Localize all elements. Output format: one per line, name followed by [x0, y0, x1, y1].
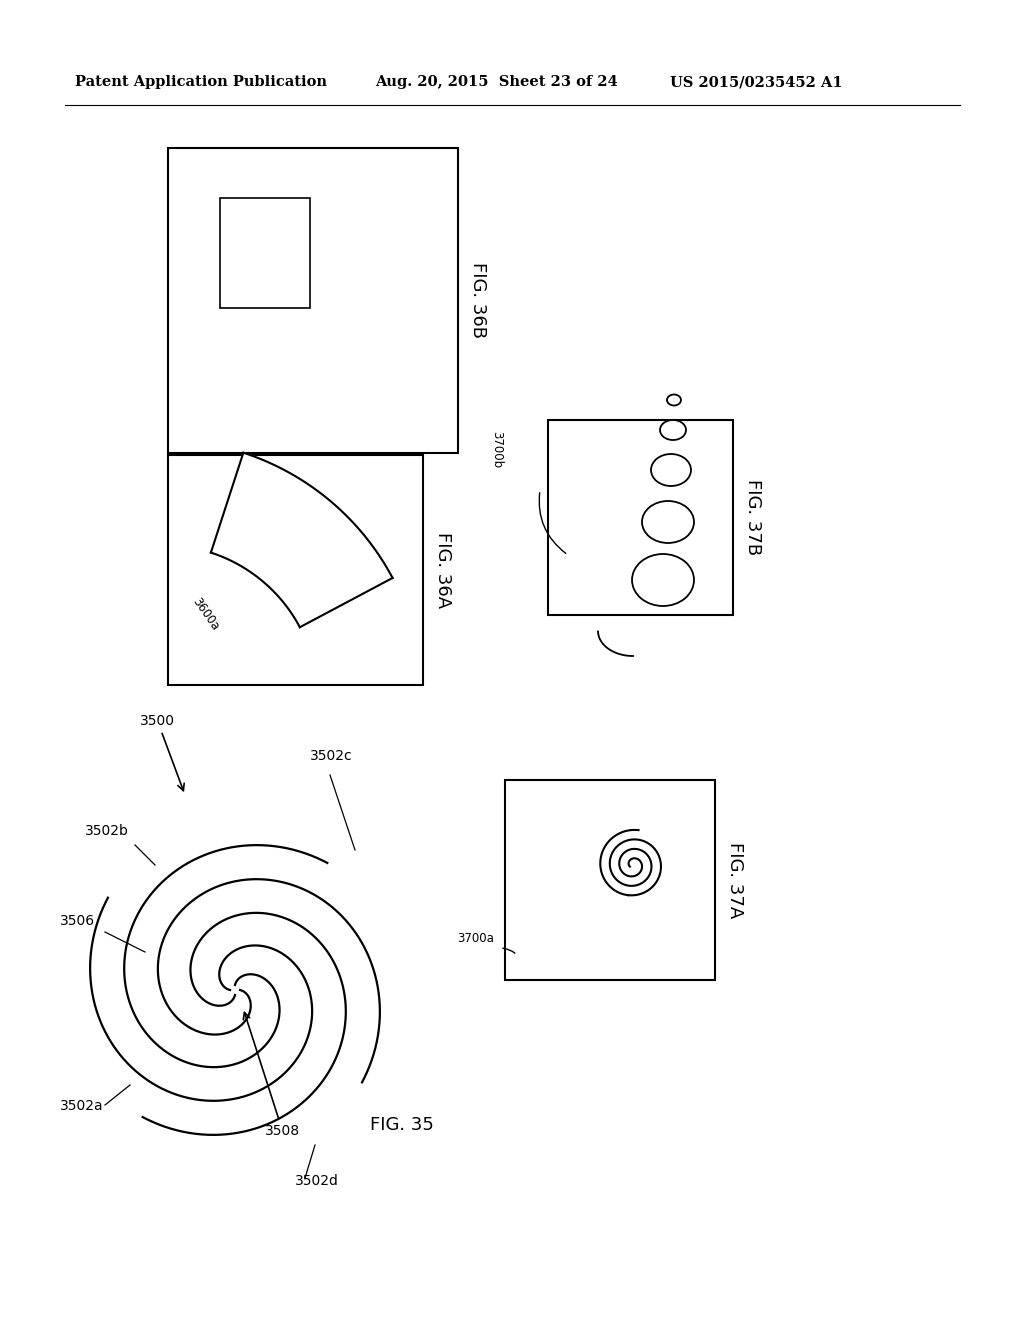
Text: Patent Application Publication: Patent Application Publication	[75, 75, 327, 88]
Text: FIG. 35: FIG. 35	[370, 1115, 434, 1134]
Text: US 2015/0235452 A1: US 2015/0235452 A1	[670, 75, 843, 88]
Text: 3502d: 3502d	[295, 1173, 339, 1188]
Polygon shape	[211, 453, 392, 627]
Ellipse shape	[660, 420, 686, 440]
Bar	[548, 420, 733, 615]
Bar	[220, 198, 310, 308]
Text: 3502a: 3502a	[60, 1100, 103, 1113]
Bar	[505, 780, 715, 979]
Text: 3508: 3508	[244, 1012, 300, 1138]
Text: 3502c: 3502c	[310, 748, 352, 763]
Text: 3600a: 3600a	[190, 595, 222, 634]
Text: 3506: 3506	[60, 913, 95, 928]
Text: 3700b: 3700b	[490, 430, 503, 469]
Text: Aug. 20, 2015  Sheet 23 of 24: Aug. 20, 2015 Sheet 23 of 24	[375, 75, 617, 88]
Ellipse shape	[632, 554, 694, 606]
Text: FIG. 37A: FIG. 37A	[726, 842, 744, 919]
Bar	[168, 455, 423, 685]
Text: FIG. 36B: FIG. 36B	[469, 263, 487, 338]
Ellipse shape	[651, 454, 691, 486]
Text: 3700a: 3700a	[457, 932, 494, 945]
Text: 3500: 3500	[140, 714, 184, 791]
Bar	[168, 148, 458, 453]
Text: FIG. 36A: FIG. 36A	[434, 532, 452, 609]
Text: 3502b: 3502b	[85, 824, 129, 838]
Ellipse shape	[667, 395, 681, 405]
Ellipse shape	[642, 502, 694, 543]
Text: FIG. 37B: FIG. 37B	[744, 479, 762, 556]
